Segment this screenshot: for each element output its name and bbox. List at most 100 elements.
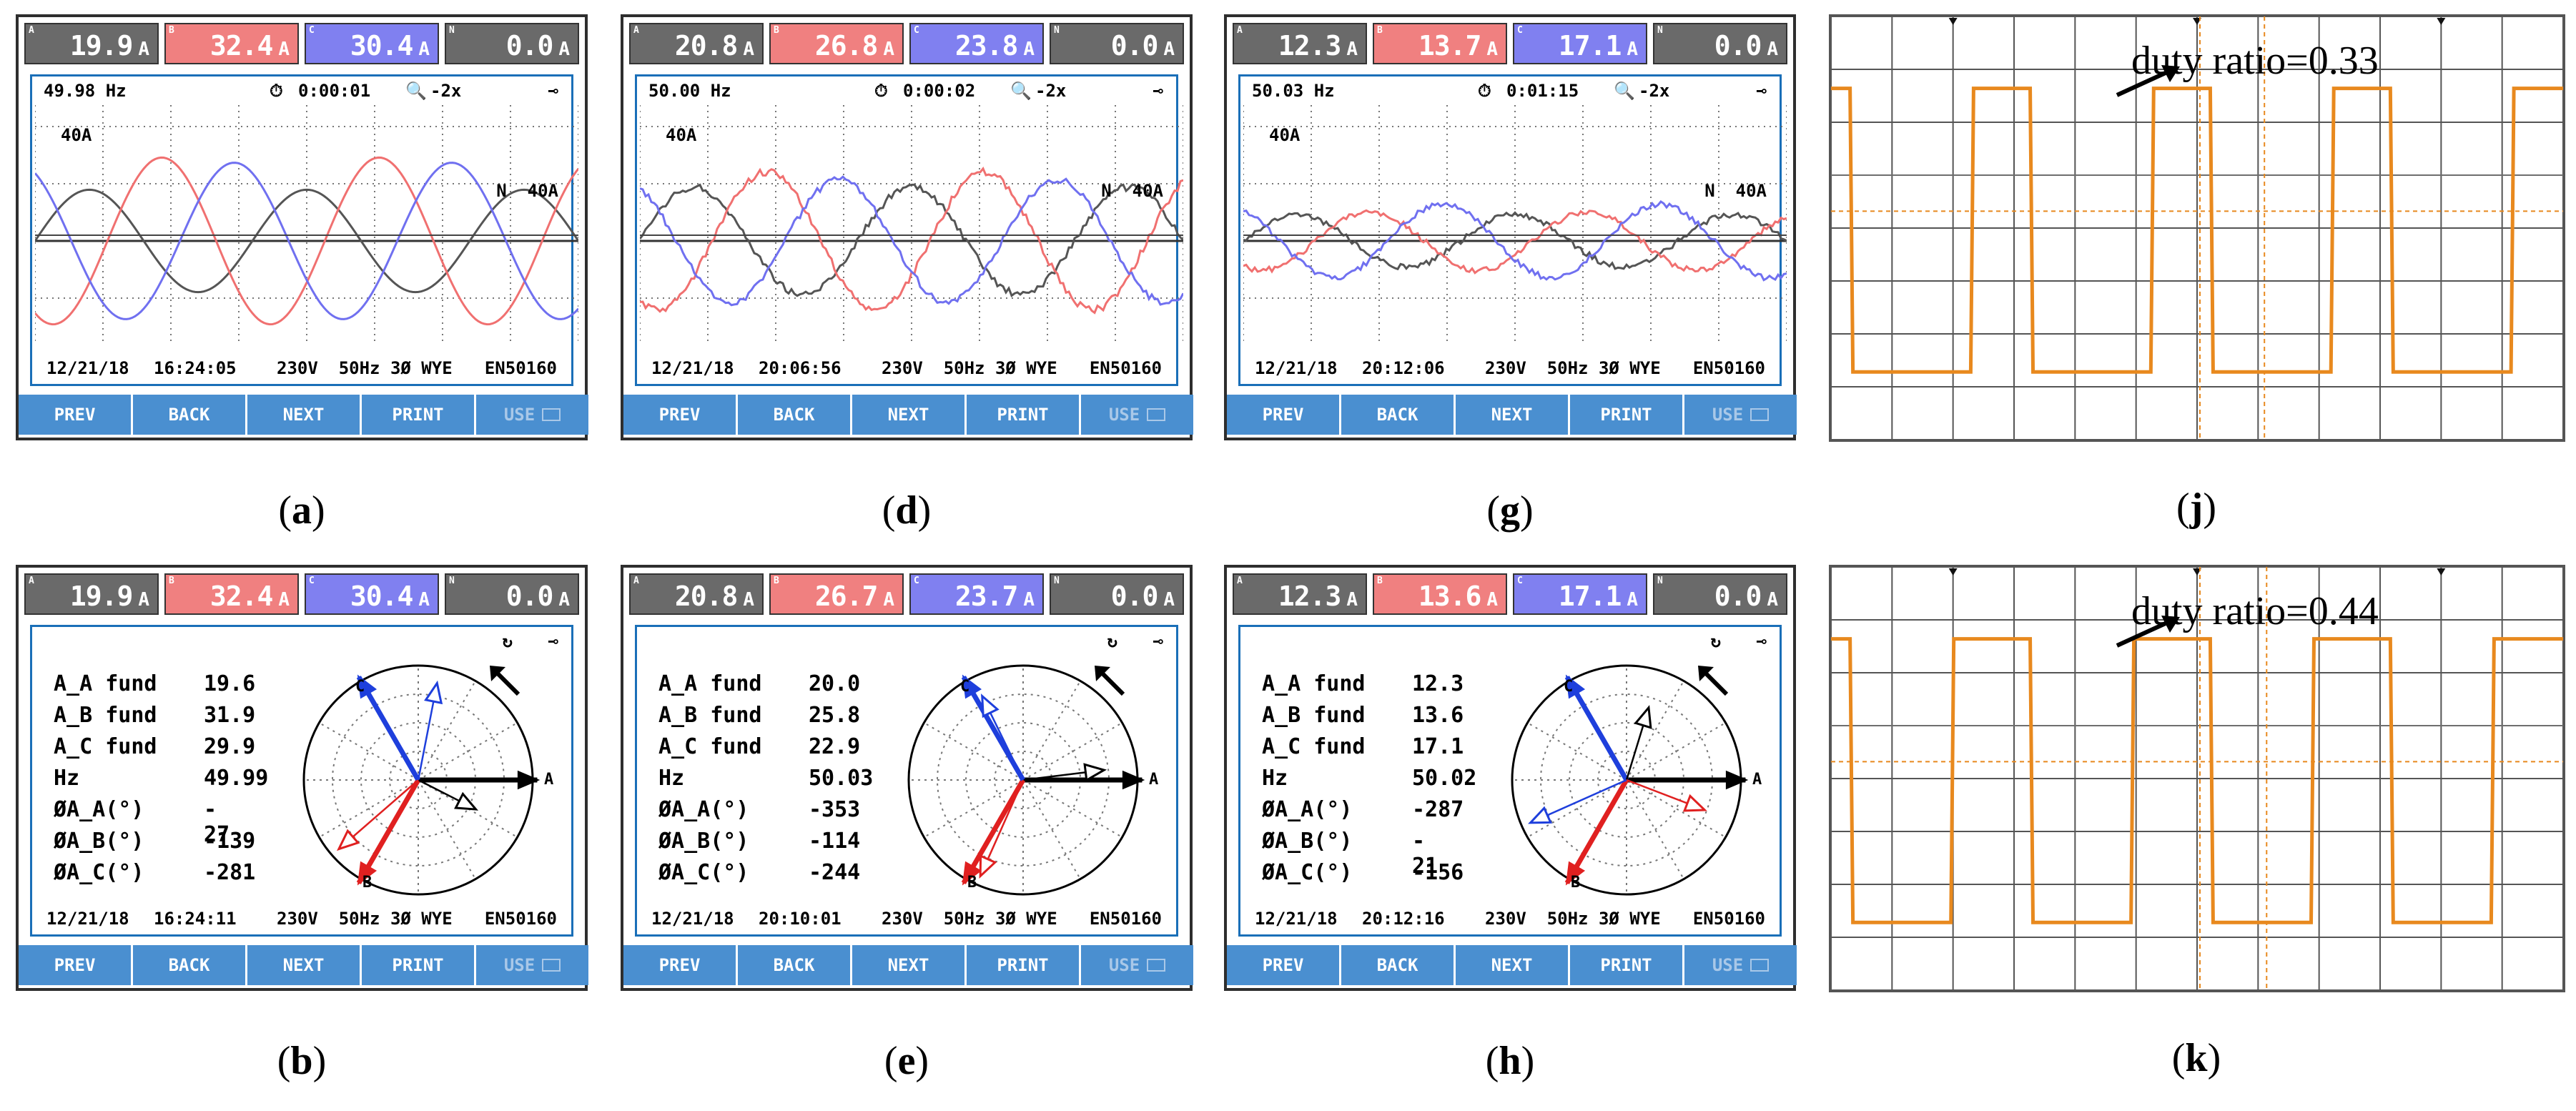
use-button[interactable]: USE [1081,945,1195,985]
caption-d: (d) [882,488,932,533]
softkey-bar: PREV BACK NEXT PRINT USE [19,392,591,438]
use-button[interactable]: USE [476,395,591,435]
tile-phase-letter: A [633,576,639,586]
phase-c-current-tile: C 17.1 A [1513,573,1647,615]
tile-value: 17.1 A [1558,30,1638,61]
neutral-scale-label: N 40A [1704,181,1767,201]
reading-value: -353 [809,797,861,822]
reading-value: -244 [809,860,861,885]
prev-button[interactable]: PREV [19,395,133,435]
softkey-bar: PREV BACK NEXT PRINT USE [623,392,1195,438]
rotation-indicator-head [1095,666,1110,681]
use-button[interactable]: USE [1684,395,1799,435]
voltage-b-arrow [1564,779,1629,884]
back-button[interactable]: BACK [738,945,852,985]
phase-a-current-tile: A 12.3 A [1233,23,1367,64]
phase-a-label: A [1149,771,1158,789]
analyzer-screen: 12/21/18 16:24:05 230V 50Hz 3Ø WYE EN50160 4… [30,74,578,386]
phasor-reading-row: ØA_A(°) - 27 [54,797,230,847]
tile-value: 30.4 A [350,581,430,612]
phase-b-label: B [967,874,977,892]
status-line: 50.03 Hz ⏱ 0:01:15 🔍 -2x ⊸ [1252,81,1767,101]
clock-icon: ⏱ [270,81,283,101]
back-button[interactable]: BACK [738,395,852,435]
prev-button[interactable]: PREV [623,945,738,985]
print-button[interactable]: PRINT [1570,945,1684,985]
current-b-phasor-head [337,829,360,851]
back-button[interactable]: BACK [133,395,247,435]
reading-label: A_B fund [658,703,762,728]
reading-value: 17.1 [1412,734,1464,759]
reading-value: 49.99 [204,766,269,791]
plug-icon: ⊸ [548,631,558,651]
next-button[interactable]: NEXT [1456,395,1570,435]
tile-phase-letter: B [1377,576,1383,586]
neutral-current-tile: N 0.0 A [445,23,579,64]
print-button[interactable]: PRINT [362,395,476,435]
next-button[interactable]: NEXT [247,395,362,435]
phasor-diagram: A B C [302,664,553,896]
reading-label: Hz [658,766,685,791]
phasor-grid-spoke [1626,680,1684,781]
phase-c-waveform [640,175,1183,307]
analyzer-screen: 12/21/18 16:24:11 230V 50Hz 3Ø WYE EN50160 ↻… [30,625,573,937]
next-button[interactable]: NEXT [852,945,967,985]
prev-button[interactable]: PREV [1227,945,1341,985]
plug-icon: ⊸ [548,81,558,101]
prev-button[interactable]: PREV [19,945,133,985]
back-button[interactable]: BACK [1341,945,1456,985]
reading-value: 25.8 [809,703,861,728]
reading-value: 31.9 [204,703,256,728]
phase-a-current-tile: A 12.3 A [1233,573,1367,615]
next-button[interactable]: NEXT [1456,945,1570,985]
phase-a-current-tile: A 19.9 A [24,23,159,64]
next-button[interactable]: NEXT [852,395,967,435]
phase-c-current-tile: C 23.7 A [909,573,1044,615]
phase-b-label: B [1571,874,1580,892]
voltage-a-arrow-head [517,770,541,790]
reading-tiles: A 19.9 A B 32.4 A C 30.4 A N 0.0 A [19,17,585,70]
current-c-phasor-head [1528,806,1553,824]
reading-tiles: A 12.3 A B 13.7 A C 17.1 A N 0.0 A [1227,17,1793,70]
print-button[interactable]: PRINT [362,945,476,985]
phase-b-current-tile: B 32.4 A [164,23,299,64]
print-button[interactable]: PRINT [967,945,1081,985]
scale-label: 40A [666,125,697,145]
reading-value: 50.02 [1412,766,1477,791]
use-button[interactable]: USE [1081,395,1195,435]
voltage-c-arrow-head [962,674,982,699]
phasor-reading-row: ØA_B(°) - 21 [1262,829,1438,879]
prev-button[interactable]: PREV [1227,395,1341,435]
prev-button[interactable]: PREV [623,395,738,435]
voltage-c-arrow [356,676,421,781]
tile-value: 12.3 A [1278,581,1358,612]
back-button[interactable]: BACK [133,945,247,985]
tile-value: 0.0 A [505,30,570,61]
print-button[interactable]: PRINT [1570,395,1684,435]
pwm-square-wave [1788,87,2576,374]
back-button[interactable]: BACK [1341,395,1456,435]
voltage-c-arrow [1564,676,1629,781]
phase-a-waveform [640,183,1183,298]
folder-icon [542,959,561,972]
reading-value: -281 [204,860,256,885]
caption-h: (h) [1485,1039,1535,1083]
use-button[interactable]: USE [1684,945,1799,985]
tile-value: 0.0 A [1110,30,1175,61]
use-button[interactable]: USE [476,945,591,985]
reading-value: -114 [809,829,861,854]
tile-value: 17.1 A [1558,581,1638,612]
tile-value: 0.0 A [1714,581,1778,612]
phase-b-waveform [1243,209,1787,275]
print-button[interactable]: PRINT [967,395,1081,435]
phasor-reading-row: ØA_B(°) -139 [54,829,255,854]
reading-label: A_B fund [54,703,157,728]
phasor-diagram: A B C [907,664,1158,896]
phasor-reading-row: A_A fund 12.3 [1262,671,1464,696]
oscilloscope-j: duty ratio=0.33 [1788,14,2576,442]
duty-ratio-annotation: duty ratio=0.33 [2131,39,2379,83]
phasor-reading-row: ØA_C(°) -156 [1262,860,1464,885]
voltage-b-arrow-head [357,861,377,886]
next-button[interactable]: NEXT [247,945,362,985]
annotation-arrow-head [2161,65,2180,82]
